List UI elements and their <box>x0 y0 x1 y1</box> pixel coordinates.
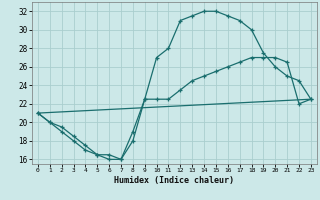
X-axis label: Humidex (Indice chaleur): Humidex (Indice chaleur) <box>115 176 234 185</box>
